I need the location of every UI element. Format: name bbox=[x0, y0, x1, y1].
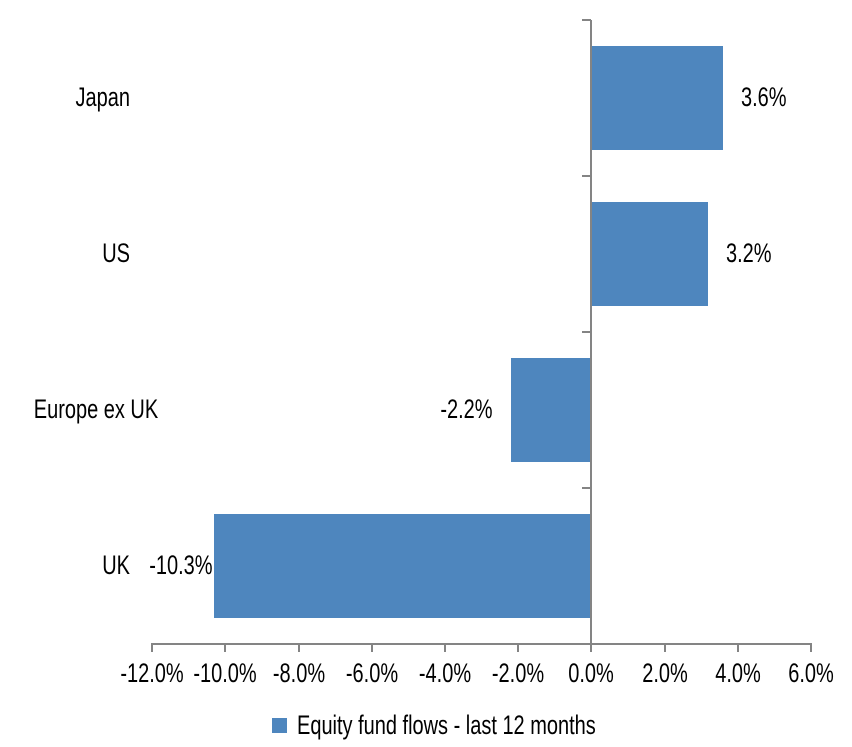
x-axis-tick bbox=[809, 643, 812, 652]
x-axis-tick bbox=[297, 643, 300, 652]
bar bbox=[510, 357, 592, 462]
x-tick-label: 6.0% bbox=[788, 658, 834, 688]
legend-swatch bbox=[272, 717, 287, 733]
x-tick-label: 2.0% bbox=[641, 658, 688, 688]
y-axis-tick bbox=[582, 19, 591, 21]
x-axis-tick bbox=[736, 643, 739, 652]
y-axis-line bbox=[590, 20, 592, 652]
x-axis-tick bbox=[370, 643, 373, 652]
x-axis-tick bbox=[443, 643, 446, 652]
x-tick-label: -10.0% bbox=[193, 658, 257, 688]
x-tick-label: -12.0% bbox=[120, 658, 184, 688]
x-axis-tick bbox=[663, 643, 666, 652]
x-tick-label: 4.0% bbox=[714, 658, 761, 688]
y-axis-tick bbox=[582, 174, 591, 177]
bar bbox=[591, 45, 724, 150]
x-tick-label: -6.0% bbox=[345, 658, 398, 688]
category-label: US bbox=[102, 238, 130, 269]
x-axis-tick bbox=[151, 643, 154, 652]
category-label: Japan bbox=[75, 82, 130, 113]
bar bbox=[214, 513, 592, 618]
x-tick-label: -8.0% bbox=[272, 658, 325, 688]
legend: Equity fund flows - last 12 months bbox=[272, 711, 701, 739]
data-label: 3.6% bbox=[741, 82, 787, 113]
y-axis-tick bbox=[582, 330, 591, 333]
y-axis-tick bbox=[582, 486, 591, 489]
x-axis-tick bbox=[224, 643, 227, 652]
data-label: -10.3% bbox=[149, 550, 213, 581]
category-label: Europe ex UK bbox=[33, 394, 159, 425]
x-axis-tick bbox=[517, 643, 520, 652]
data-label: 3.2% bbox=[726, 238, 772, 269]
category-label: UK bbox=[102, 550, 130, 581]
x-tick-label: -4.0% bbox=[418, 658, 471, 688]
legend-label: Equity fund flows - last 12 months bbox=[297, 709, 596, 740]
x-tick-label: 0.0% bbox=[568, 658, 615, 688]
x-tick-label: -2.0% bbox=[491, 658, 545, 688]
data-label: -2.2% bbox=[440, 394, 493, 425]
x-axis-line bbox=[151, 643, 812, 645]
bar bbox=[591, 201, 709, 306]
